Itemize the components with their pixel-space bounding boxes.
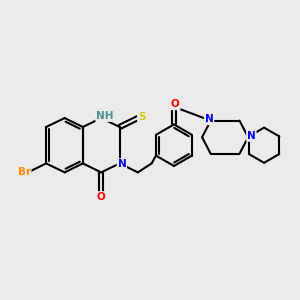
Text: N: N bbox=[205, 114, 214, 124]
Text: N: N bbox=[118, 159, 126, 169]
Text: O: O bbox=[97, 192, 106, 202]
Text: S: S bbox=[138, 112, 146, 122]
Text: NH: NH bbox=[96, 111, 114, 121]
Text: Br: Br bbox=[17, 167, 31, 177]
Text: O: O bbox=[171, 99, 180, 109]
Text: N: N bbox=[247, 131, 256, 141]
